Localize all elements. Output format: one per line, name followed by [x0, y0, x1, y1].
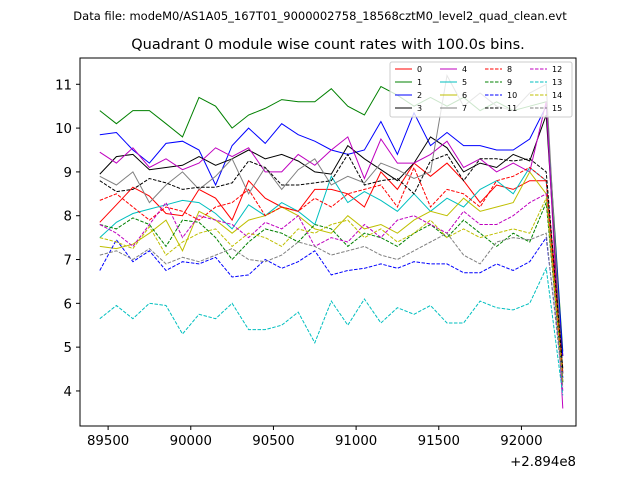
series-line-2	[99, 104, 564, 356]
series-line-9	[99, 202, 564, 383]
series-line-12	[99, 193, 564, 392]
legend-label-2: 2	[417, 91, 422, 100]
x-tick-label: 92000	[500, 434, 542, 449]
series-line-8	[99, 166, 564, 374]
legend-label-14: 14	[552, 91, 562, 100]
y-tick-label: 6	[64, 297, 72, 312]
series-line-1	[99, 85, 564, 352]
plot-frame	[79, 57, 577, 427]
legend-label-0: 0	[417, 65, 422, 74]
series-line-14	[99, 196, 564, 383]
series-line-13	[99, 266, 564, 396]
x-tick-label: 91500	[418, 434, 460, 449]
y-tick-label: 9	[64, 166, 72, 181]
y-tick-label: 7	[64, 254, 72, 269]
series-line-6	[99, 170, 564, 370]
x-axis: 89500 90000 90500 91000 91500 92000	[87, 426, 543, 449]
legend-box	[389, 61, 573, 118]
x-tick-label: 89500	[87, 434, 129, 449]
legend-label-3: 3	[417, 104, 422, 113]
y-tick-label: 10	[55, 122, 72, 137]
legend-label-8: 8	[507, 65, 512, 74]
legend-label-1: 1	[417, 78, 422, 87]
y-tick-label: 4	[64, 385, 72, 400]
x-offset-label: +2.894e8	[510, 455, 576, 470]
series-line-5	[99, 166, 564, 378]
legend-label-9: 9	[507, 78, 512, 87]
y-axis: 4 5 6 7 8 9 10 11	[55, 78, 80, 400]
y-tick-label: 11	[55, 78, 72, 93]
legend-label-12: 12	[552, 65, 562, 74]
plot-area	[99, 73, 564, 409]
y-tick-label: 8	[64, 210, 72, 225]
series-line-15	[99, 232, 564, 387]
series-line-11	[99, 153, 564, 370]
series-line-10	[99, 236, 564, 378]
legend-label-10: 10	[507, 91, 517, 100]
legend-label-15: 15	[552, 104, 562, 113]
y-tick-label: 5	[64, 341, 72, 356]
x-tick-label: 91000	[335, 434, 377, 449]
series-line-4	[99, 101, 564, 409]
legend-label-5: 5	[462, 78, 467, 87]
chart-suptitle: Data file: modeM0/AS1A05_167T01_90000027…	[73, 9, 567, 23]
legend-label-6: 6	[462, 91, 467, 100]
chart-title: Quadrant 0 module wise count rates with …	[131, 37, 525, 53]
series-line-0	[99, 162, 564, 356]
x-tick-label: 90500	[252, 434, 294, 449]
x-tick-label: 90000	[170, 434, 212, 449]
legend-label-11: 11	[507, 104, 517, 113]
legend-label-7: 7	[462, 104, 467, 113]
legend-label-4: 4	[462, 65, 467, 74]
legend-label-13: 13	[552, 78, 562, 87]
